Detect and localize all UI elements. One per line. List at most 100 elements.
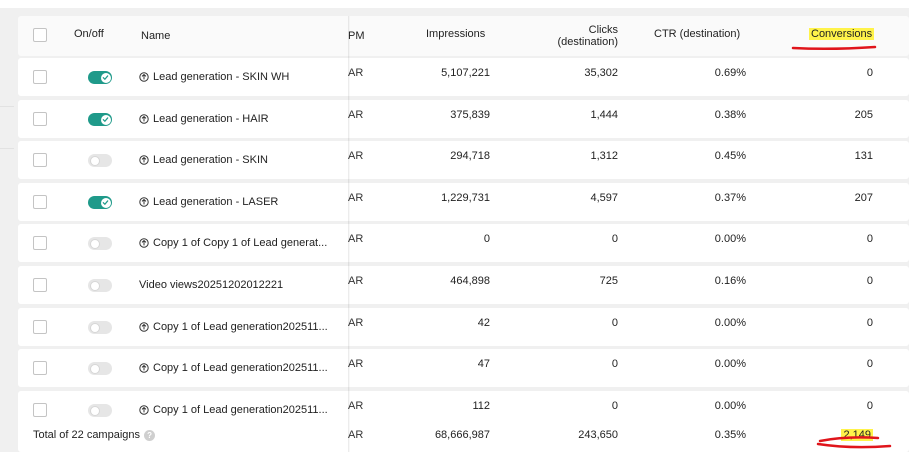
campaign-name[interactable]: Copy 1 of Copy 1 of Lead generat... (139, 224, 344, 262)
campaign-name-text: Copy 1 of Lead generation202511... (153, 362, 328, 374)
ctr-cell: 0.69% (714, 67, 746, 79)
ctr-cell: 0.00% (714, 400, 746, 412)
total-cpm: AR (348, 429, 364, 441)
impressions-cell: 112 (472, 400, 490, 412)
table-row[interactable]: Lead generation - SKIN WH AR 5,107,221 35,3… (18, 58, 909, 96)
clicks-cell: 4,597 (590, 192, 618, 204)
campaign-name[interactable]: Copy 1 of Lead generation202511... (139, 349, 344, 387)
campaign-name[interactable]: Lead generation - SKIN (139, 141, 344, 179)
toggle-knob (89, 280, 100, 291)
column-header-onoff[interactable]: On/off (74, 28, 104, 40)
onoff-toggle[interactable] (88, 196, 112, 209)
campaign-icon (139, 114, 149, 124)
clicks-cell: 0 (611, 317, 618, 329)
impressions-cell: 42 (477, 317, 490, 329)
clicks-cell: 35,302 (584, 67, 618, 79)
onoff-toggle[interactable] (88, 362, 112, 375)
table-row[interactable]: Copy 1 of Copy 1 of Lead generat... AR 0 0 0… (18, 224, 909, 262)
totals-label: Total of 22 campaigns ? (33, 429, 156, 441)
row-checkbox[interactable] (33, 361, 47, 375)
ctr-cell: 0.38% (714, 109, 746, 121)
select-all-checkbox[interactable] (33, 28, 47, 42)
left-panel-edge (0, 8, 18, 452)
table-row[interactable]: Video views20251202012221 AR 464,898 725 0.1… (18, 266, 909, 304)
toggle-knob (89, 155, 100, 166)
impressions-cell: 1,229,731 (441, 192, 490, 204)
clicks-cell: 0 (611, 233, 618, 245)
impressions-cell: 0 (483, 233, 490, 245)
onoff-toggle[interactable] (88, 279, 112, 292)
column-header-conversions[interactable]: Conversions (809, 28, 875, 40)
campaign-name[interactable]: Lead generation - LASER (139, 183, 344, 221)
frozen-column-divider (348, 16, 350, 452)
campaign-name-text: Lead generation - SKIN WH (153, 71, 290, 83)
conversions-cell: 205 (854, 109, 873, 121)
campaign-icon (139, 405, 149, 415)
campaign-name[interactable]: Video views20251202012221 (139, 266, 344, 304)
campaign-name[interactable]: Copy 1 of Lead generation202511... (139, 391, 344, 429)
campaign-name-text: Lead generation - LASER (153, 196, 279, 208)
total-ctr: 0.35% (714, 429, 746, 441)
column-header-name[interactable]: Name (141, 30, 171, 42)
conversions-cell: 0 (866, 358, 873, 370)
campaign-icon (139, 197, 149, 207)
red-underline-annotation (791, 45, 877, 51)
onoff-toggle[interactable] (88, 404, 112, 417)
ctr-cell: 0.45% (714, 150, 746, 162)
toggle-knob (100, 197, 111, 208)
onoff-toggle[interactable] (88, 321, 112, 334)
ctr-cell: 0.37% (714, 192, 746, 204)
campaign-name-text: Video views20251202012221 (139, 279, 284, 291)
column-header-clicks[interactable]: Clicks (destination) (548, 24, 618, 48)
toggle-knob (89, 363, 100, 374)
row-checkbox[interactable] (33, 236, 47, 250)
clicks-cell: 0 (611, 358, 618, 370)
row-checkbox[interactable] (33, 195, 47, 209)
table-row[interactable]: Lead generation - SKIN AR 294,718 1,312 0.45… (18, 141, 909, 179)
top-bar (0, 0, 909, 8)
onoff-toggle[interactable] (88, 237, 112, 250)
conversions-cell: 0 (866, 400, 873, 412)
help-icon[interactable]: ? (144, 429, 156, 441)
row-checkbox[interactable] (33, 70, 47, 84)
campaign-name[interactable]: Lead generation - HAIR (139, 100, 344, 138)
toggle-knob (89, 238, 100, 249)
table-row[interactable]: Copy 1 of Lead generation202511... AR 42 0 0… (18, 308, 909, 346)
impressions-cell: 464,898 (450, 275, 490, 287)
row-checkbox[interactable] (33, 112, 47, 126)
cpm-cell: AR (348, 67, 364, 79)
table-row[interactable]: Lead generation - LASER AR 1,229,731 4,597 0… (18, 183, 909, 221)
onoff-toggle[interactable] (88, 113, 112, 126)
row-checkbox[interactable] (33, 153, 47, 167)
onoff-toggle[interactable] (88, 154, 112, 167)
clicks-cell: 1,312 (590, 150, 618, 162)
campaign-icon (139, 72, 149, 82)
cpm-cell: AR (348, 192, 364, 204)
campaigns-table: On/off Name PM Impressions Clicks (desti… (18, 16, 909, 452)
clicks-cell: 0 (611, 400, 618, 412)
campaign-name[interactable]: Copy 1 of Lead generation202511... (139, 308, 344, 346)
column-header-ctr[interactable]: CTR (destination) (654, 28, 741, 40)
cpm-cell: AR (348, 275, 364, 287)
row-checkbox[interactable] (33, 403, 47, 417)
campaign-icon (139, 363, 149, 373)
campaign-name[interactable]: Lead generation - SKIN WH (139, 58, 344, 96)
ctr-cell: 0.16% (714, 275, 746, 287)
row-checkbox[interactable] (33, 278, 47, 292)
clicks-cell: 725 (599, 275, 618, 287)
table-row[interactable]: Copy 1 of Lead generation202511... AR 47 0 0… (18, 349, 909, 387)
clicks-header-line2: (destination) (557, 36, 618, 48)
column-header-cpm[interactable]: PM (348, 30, 365, 42)
table-row[interactable]: Lead generation - HAIR AR 375,839 1,444 0.38… (18, 100, 909, 138)
row-checkbox[interactable] (33, 320, 47, 334)
conversions-cell: 0 (866, 317, 873, 329)
total-impressions: 68,666,987 (434, 429, 490, 441)
totals-label-text: Total of 22 campaigns (33, 429, 141, 441)
impressions-cell: 47 (477, 358, 490, 370)
onoff-toggle[interactable] (88, 71, 112, 84)
column-header-impressions[interactable]: Impressions (426, 28, 486, 40)
clicks-header-line1: Clicks (588, 24, 618, 36)
campaign-icon (139, 155, 149, 165)
table-footer-totals: Total of 22 campaigns ? AR 68,666,987 24… (18, 418, 909, 452)
conversions-cell: 207 (854, 192, 873, 204)
